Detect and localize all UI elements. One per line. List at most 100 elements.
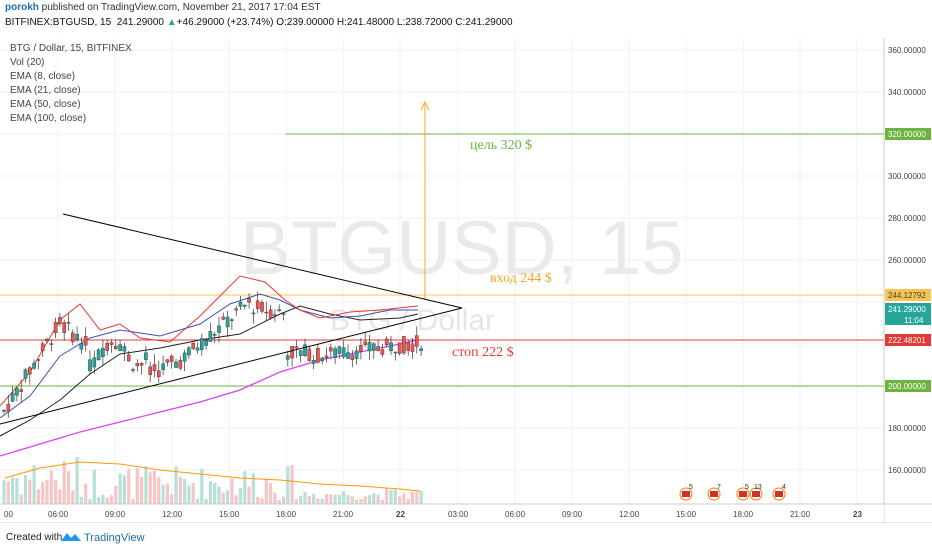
candle <box>178 360 183 369</box>
candle <box>264 311 269 314</box>
candle <box>415 335 419 347</box>
current-price-text: 241.29000 <box>888 305 926 314</box>
time-tick: 15:00 <box>676 510 697 519</box>
candle <box>45 338 49 342</box>
volume-bar <box>324 493 329 504</box>
time-tick: 00 <box>4 510 13 519</box>
candle <box>156 370 161 378</box>
candle <box>393 351 398 354</box>
volume-bar <box>204 498 208 504</box>
legend-symbol[interactable]: BTG / Dollar, 15, BITFINEX <box>10 43 132 54</box>
time-tick: 09:00 <box>105 510 126 519</box>
ema50-line <box>0 305 419 437</box>
tradingview-logo-icon <box>61 533 81 541</box>
candle <box>174 361 178 368</box>
price-tick: 260.00000 <box>888 256 926 265</box>
volume-bar <box>71 490 75 504</box>
change-arrow-icon: ▲ <box>166 17 177 28</box>
ema100-line <box>0 339 419 457</box>
price-chart[interactable]: BTGUSD, 15 BTG / Dollar цель 320 $ вход … <box>0 38 932 522</box>
volume-bar <box>200 468 204 504</box>
price-axis[interactable] <box>884 38 932 504</box>
volume-bar <box>389 489 393 504</box>
candle <box>101 347 105 357</box>
indicator-legend[interactable]: BTG / Dollar, 15, BITFINEX Vol (20) EMA … <box>10 42 132 126</box>
volume-bar <box>109 495 114 504</box>
candle <box>208 331 213 342</box>
legend-volume[interactable]: Vol (20) <box>10 57 45 68</box>
footer: Created with TradingView <box>0 522 932 551</box>
candle <box>346 352 350 359</box>
volume-bar <box>157 477 161 504</box>
legend-ema100[interactable]: EMA (100, close) <box>10 113 87 124</box>
ema8-line <box>0 275 419 407</box>
volume-bar <box>213 482 217 504</box>
volume-bar <box>148 472 152 504</box>
volume-bar <box>28 479 32 504</box>
volume-bar <box>393 489 397 504</box>
volume-bar <box>286 466 290 504</box>
time-tick: 12:00 <box>619 510 640 519</box>
volume-bar <box>127 469 131 504</box>
event-count: 5 <box>689 484 693 491</box>
change-value: +46.29000 (+23.74%) <box>176 17 274 28</box>
author-link[interactable]: porokh <box>5 2 39 13</box>
volume-bar <box>118 473 122 504</box>
volume-bar <box>11 477 15 504</box>
volume-bar <box>97 497 101 504</box>
volume-bar <box>161 484 165 504</box>
publish-text: published on TradingView.com, November 2… <box>41 2 321 13</box>
candle <box>161 363 165 370</box>
candle <box>23 369 28 379</box>
candle <box>135 363 140 367</box>
volume-bar <box>251 473 255 504</box>
events[interactable]: 5 7 5 13 4 <box>679 484 786 501</box>
volume-bar <box>152 470 157 504</box>
time-tick: 18:00 <box>733 510 754 519</box>
price-tick: 280.00000 <box>888 214 926 223</box>
flag-icon <box>749 487 763 501</box>
legend-ema50[interactable]: EMA (50, close) <box>10 99 81 110</box>
candle <box>212 334 217 336</box>
candle <box>221 316 226 320</box>
candle <box>19 389 24 392</box>
candle <box>109 342 114 345</box>
volume-bar <box>170 494 174 504</box>
candle <box>273 314 277 316</box>
triangle-upper-line[interactable] <box>62 213 463 309</box>
triangle-lower-line[interactable] <box>0 307 463 425</box>
time-tick: 21:00 <box>333 510 354 519</box>
candle <box>324 355 329 358</box>
ohlc-line: BITFINEX:BTGUSD, 15 241.29000 ▲+46.29000… <box>5 17 513 28</box>
symbol-label: BITFINEX:BTGUSD, 15 <box>5 17 112 28</box>
candle <box>320 357 325 362</box>
candle <box>260 301 264 312</box>
volume-bar <box>221 492 225 504</box>
time-axis[interactable] <box>0 504 884 522</box>
ema21-line <box>0 293 418 419</box>
candle <box>148 366 153 375</box>
legend-ema8[interactable]: EMA (8, close) <box>10 71 76 82</box>
candle <box>165 359 170 363</box>
candle <box>290 345 294 359</box>
legend-ema21[interactable]: EMA (21, close) <box>10 85 81 96</box>
target-price-text: 320.00000 <box>888 130 926 139</box>
candle <box>307 348 312 361</box>
candle <box>199 338 204 351</box>
tradingview-link[interactable]: TradingView <box>84 532 145 544</box>
volume-bar <box>294 499 298 504</box>
price-ticks: 360.00000 340.00000 300.00000 280.00000 … <box>888 46 926 475</box>
event-count: 5 <box>745 484 749 491</box>
support-price-text: 200.00000 <box>888 382 926 391</box>
time-tick: 09:00 <box>562 510 583 519</box>
volume-bar <box>410 491 415 504</box>
candle <box>376 346 380 351</box>
candle <box>234 308 239 311</box>
volume-bar <box>269 483 273 504</box>
candle <box>281 313 286 315</box>
volume-bar <box>19 494 23 504</box>
volume-bar <box>256 496 260 504</box>
volume-bar <box>23 475 28 504</box>
candle <box>83 336 88 346</box>
volume-bar <box>376 494 380 504</box>
